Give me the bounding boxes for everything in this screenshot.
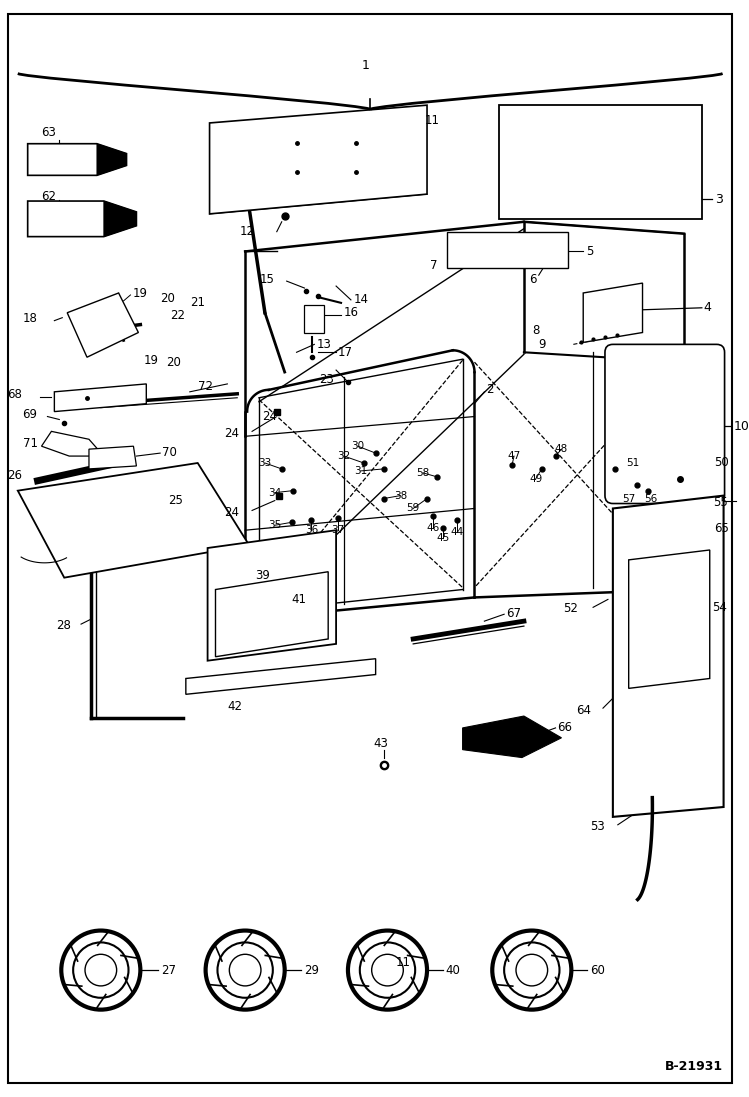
Polygon shape bbox=[104, 201, 136, 237]
Text: 15: 15 bbox=[260, 273, 275, 285]
Text: 57: 57 bbox=[622, 494, 635, 504]
Polygon shape bbox=[207, 530, 336, 660]
Text: 45: 45 bbox=[436, 533, 449, 543]
Polygon shape bbox=[613, 496, 724, 817]
Text: 67: 67 bbox=[506, 607, 521, 620]
Text: 20: 20 bbox=[166, 355, 181, 369]
Text: 33: 33 bbox=[258, 457, 272, 468]
Text: 4: 4 bbox=[704, 302, 712, 315]
Text: 8: 8 bbox=[532, 324, 539, 337]
Polygon shape bbox=[628, 550, 710, 689]
Text: 18: 18 bbox=[22, 313, 37, 325]
Polygon shape bbox=[583, 283, 643, 342]
Text: 46: 46 bbox=[426, 523, 440, 533]
Text: 29: 29 bbox=[304, 963, 320, 976]
Polygon shape bbox=[447, 231, 568, 269]
Text: 30: 30 bbox=[351, 441, 365, 451]
Text: 27: 27 bbox=[161, 963, 176, 976]
Text: 32: 32 bbox=[337, 451, 351, 461]
Text: 50: 50 bbox=[714, 455, 729, 468]
Text: 72: 72 bbox=[198, 381, 213, 394]
Text: B-21931: B-21931 bbox=[664, 1060, 723, 1073]
Text: 5: 5 bbox=[586, 245, 593, 258]
Text: 37: 37 bbox=[332, 525, 345, 535]
Text: 35: 35 bbox=[268, 520, 282, 530]
Text: 58: 58 bbox=[416, 468, 430, 478]
Polygon shape bbox=[67, 293, 139, 358]
Polygon shape bbox=[210, 105, 427, 214]
Text: 63: 63 bbox=[41, 126, 56, 139]
Text: 43: 43 bbox=[374, 737, 389, 750]
Polygon shape bbox=[216, 572, 328, 657]
Text: 21: 21 bbox=[189, 296, 204, 309]
Text: 49: 49 bbox=[529, 474, 542, 484]
Text: 42: 42 bbox=[228, 700, 243, 713]
Text: 3: 3 bbox=[715, 193, 723, 205]
Text: 55: 55 bbox=[713, 496, 727, 509]
Text: 39: 39 bbox=[255, 569, 270, 583]
Text: 23: 23 bbox=[319, 373, 334, 386]
Polygon shape bbox=[28, 144, 127, 176]
Polygon shape bbox=[463, 716, 562, 758]
Text: 44: 44 bbox=[450, 528, 464, 538]
Text: 13: 13 bbox=[316, 338, 331, 351]
Text: 52: 52 bbox=[563, 602, 578, 614]
Text: 25: 25 bbox=[168, 494, 183, 507]
Text: 7: 7 bbox=[430, 259, 437, 272]
Text: 19: 19 bbox=[143, 353, 158, 366]
Text: 70: 70 bbox=[162, 445, 177, 459]
Text: 24: 24 bbox=[262, 410, 277, 423]
Text: 68: 68 bbox=[7, 388, 22, 402]
Text: 12: 12 bbox=[240, 225, 255, 238]
Text: 14: 14 bbox=[354, 293, 369, 306]
Text: 10: 10 bbox=[733, 420, 749, 433]
Text: 54: 54 bbox=[712, 601, 727, 614]
Text: 59: 59 bbox=[407, 504, 420, 513]
Text: 2: 2 bbox=[486, 383, 494, 396]
Text: 62: 62 bbox=[41, 190, 56, 203]
Text: 47: 47 bbox=[507, 451, 521, 461]
Text: 36: 36 bbox=[305, 525, 318, 535]
Text: 26: 26 bbox=[7, 470, 22, 483]
Polygon shape bbox=[97, 144, 127, 176]
Text: 71: 71 bbox=[22, 437, 37, 450]
Text: 40: 40 bbox=[446, 963, 461, 976]
Text: 17: 17 bbox=[338, 346, 353, 359]
Polygon shape bbox=[55, 384, 146, 411]
Text: 38: 38 bbox=[394, 490, 407, 500]
Text: 41: 41 bbox=[291, 592, 306, 606]
Text: 31: 31 bbox=[354, 466, 368, 476]
Text: 20: 20 bbox=[160, 293, 175, 305]
Text: 24: 24 bbox=[224, 506, 239, 519]
Text: 11: 11 bbox=[396, 957, 411, 970]
Text: 24: 24 bbox=[224, 427, 239, 440]
Polygon shape bbox=[41, 431, 104, 456]
Bar bbox=[304, 305, 324, 332]
Text: 28: 28 bbox=[56, 619, 71, 632]
Text: 34: 34 bbox=[268, 488, 282, 498]
Text: 6: 6 bbox=[529, 273, 536, 285]
Text: 51: 51 bbox=[626, 457, 639, 468]
Text: 65: 65 bbox=[714, 522, 729, 534]
Text: 66: 66 bbox=[557, 722, 572, 734]
Polygon shape bbox=[28, 201, 136, 237]
Text: 69: 69 bbox=[22, 408, 37, 421]
Text: 22: 22 bbox=[170, 309, 185, 323]
Polygon shape bbox=[499, 105, 702, 218]
Text: 9: 9 bbox=[539, 338, 546, 351]
FancyBboxPatch shape bbox=[605, 344, 724, 504]
Text: 16: 16 bbox=[344, 306, 359, 319]
Text: 53: 53 bbox=[590, 821, 605, 834]
Text: 48: 48 bbox=[555, 444, 568, 454]
Text: 1: 1 bbox=[361, 59, 369, 72]
Text: 56: 56 bbox=[644, 494, 657, 504]
Polygon shape bbox=[18, 463, 249, 578]
Text: 11: 11 bbox=[425, 114, 440, 127]
Polygon shape bbox=[89, 446, 136, 468]
Polygon shape bbox=[186, 658, 376, 694]
Text: 64: 64 bbox=[576, 703, 591, 716]
Text: 60: 60 bbox=[590, 963, 605, 976]
Text: 19: 19 bbox=[133, 287, 148, 301]
